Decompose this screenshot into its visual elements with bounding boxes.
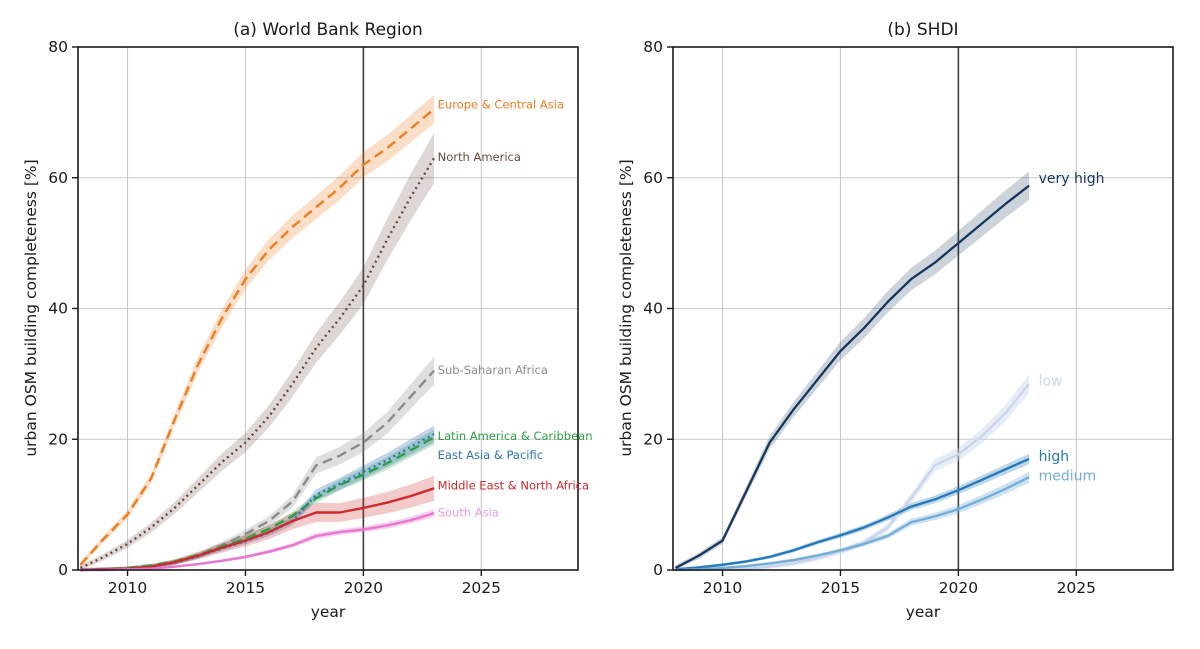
series-label-europe-central-asia: Europe & Central Asia [438, 98, 564, 112]
series-label-east-asia-pacific: East Asia & Pacific [438, 448, 543, 462]
x-tick-label: 2025 [462, 579, 501, 597]
x-tick-label: 2020 [939, 579, 978, 597]
y-tick-label: 60 [643, 169, 663, 187]
panel-a-y-axis-label: urban OSM building completeness [%] [22, 159, 40, 457]
series-band-low [675, 374, 1030, 570]
series-line-middle-east-north-africa [80, 487, 435, 572]
x-tick-label: 2010 [703, 579, 742, 597]
series-label-middle-east-north-africa: Middle East & North Africa [438, 479, 589, 493]
series-line-north-america [79, 157, 436, 570]
series-label-north-america: North America [438, 150, 521, 164]
series-line-latin-america-caribbean [80, 436, 435, 572]
series-line-europe-central-asia [79, 108, 435, 566]
series-label-south-asia: South Asia [438, 505, 499, 519]
panel-b: 2010 2015 2020 2025 0 20 40 60 80 very high low hig… [643, 38, 1174, 597]
series-line-very-high [674, 184, 1030, 570]
y-tick-label: 20 [48, 430, 68, 448]
y-tick-label: 0 [58, 561, 68, 579]
series-band-very-high [675, 171, 1030, 570]
series-band-sub-saharan-africa [80, 356, 435, 570]
y-tick-label: 80 [48, 38, 68, 56]
series-line-east-asia-pacific [80, 432, 435, 572]
series-line-south-asia [80, 511, 435, 572]
series-label-low: low [1039, 374, 1063, 390]
series-label-high: high [1039, 449, 1070, 465]
panel-b-x-axis-label: year [905, 603, 941, 621]
x-tick-label: 2020 [344, 579, 383, 597]
series-label-medium: medium [1039, 469, 1097, 485]
panel-a-x-axis-label: year [310, 603, 346, 621]
series-line-medium [675, 476, 1030, 572]
panel-a-title: (a) World Bank Region [233, 20, 423, 40]
series-band-high [675, 453, 1030, 570]
series-label-latin-america-caribbean: Latin America & Caribbean [438, 429, 593, 443]
y-tick-label: 40 [48, 300, 68, 318]
x-tick-label: 2015 [226, 579, 265, 597]
x-tick-label: 2025 [1057, 579, 1096, 597]
panel-b-y-axis-label: urban OSM building completeness [%] [617, 159, 635, 457]
series-label-very-high: very high [1039, 171, 1105, 187]
series-band-europe-central-asia [80, 95, 435, 568]
series-line-high [675, 457, 1030, 571]
y-tick-label: 0 [653, 561, 663, 579]
series-line-low [675, 382, 1030, 572]
panel-b-title: (b) SHDI [887, 20, 959, 40]
y-tick-label: 80 [643, 38, 663, 56]
y-tick-label: 20 [643, 430, 663, 448]
x-tick-label: 2015 [821, 579, 860, 597]
x-tick-label: 2010 [108, 579, 147, 597]
series-label-sub-saharan-africa: Sub-Saharan Africa [438, 363, 548, 377]
panel-a: 2010 2015 2020 2025 0 20 40 60 80 Europe & Centra… [48, 38, 592, 597]
y-tick-label: 60 [48, 169, 68, 187]
y-tick-label: 40 [643, 300, 663, 318]
